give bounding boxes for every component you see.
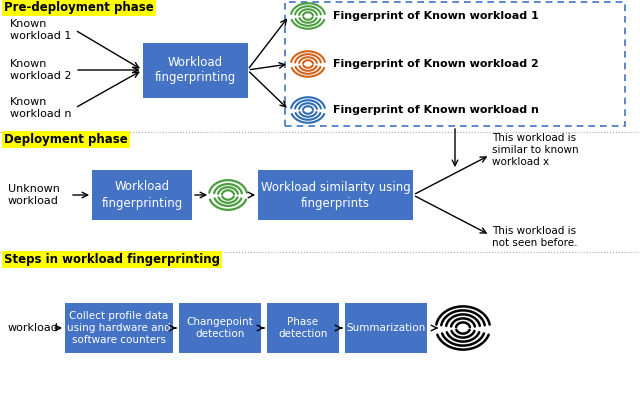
Text: workload: workload — [8, 323, 59, 333]
Text: Pre-deployment phase: Pre-deployment phase — [4, 1, 154, 14]
Text: Summarization: Summarization — [346, 323, 426, 333]
Text: Phase
detection: Phase detection — [278, 317, 328, 339]
Text: Unknown
workload: Unknown workload — [8, 184, 60, 206]
Text: Fingerprint of Known workload n: Fingerprint of Known workload n — [333, 105, 539, 115]
Bar — [267, 303, 339, 353]
Bar — [92, 170, 192, 220]
Text: Known
workload 1: Known workload 1 — [10, 19, 72, 41]
Text: This workload is
not seen before.: This workload is not seen before. — [492, 226, 577, 248]
Bar — [65, 303, 173, 353]
Text: Collect profile data
using hardware and
software counters: Collect profile data using hardware and … — [67, 310, 171, 345]
Text: Workload
fingerprinting: Workload fingerprinting — [101, 180, 182, 210]
Text: This workload is
similar to known
workload x: This workload is similar to known worklo… — [492, 133, 579, 167]
Text: Known
workload n: Known workload n — [10, 97, 72, 119]
Text: Workload similarity using
fingerprints: Workload similarity using fingerprints — [260, 180, 410, 210]
Bar — [285, 2, 625, 126]
Text: Steps in workload fingerprinting: Steps in workload fingerprinting — [4, 253, 220, 266]
Text: Deployment phase: Deployment phase — [4, 133, 128, 146]
Bar — [345, 303, 427, 353]
Text: Changepoint
detection: Changepoint detection — [187, 317, 253, 339]
Bar — [179, 303, 261, 353]
Text: Workload
fingerprinting: Workload fingerprinting — [154, 56, 236, 84]
Text: Fingerprint of Known workload 2: Fingerprint of Known workload 2 — [333, 59, 539, 69]
Text: Fingerprint of Known workload 1: Fingerprint of Known workload 1 — [333, 11, 539, 21]
Text: Known
workload 2: Known workload 2 — [10, 59, 72, 81]
Bar — [143, 42, 248, 98]
Bar — [258, 170, 413, 220]
